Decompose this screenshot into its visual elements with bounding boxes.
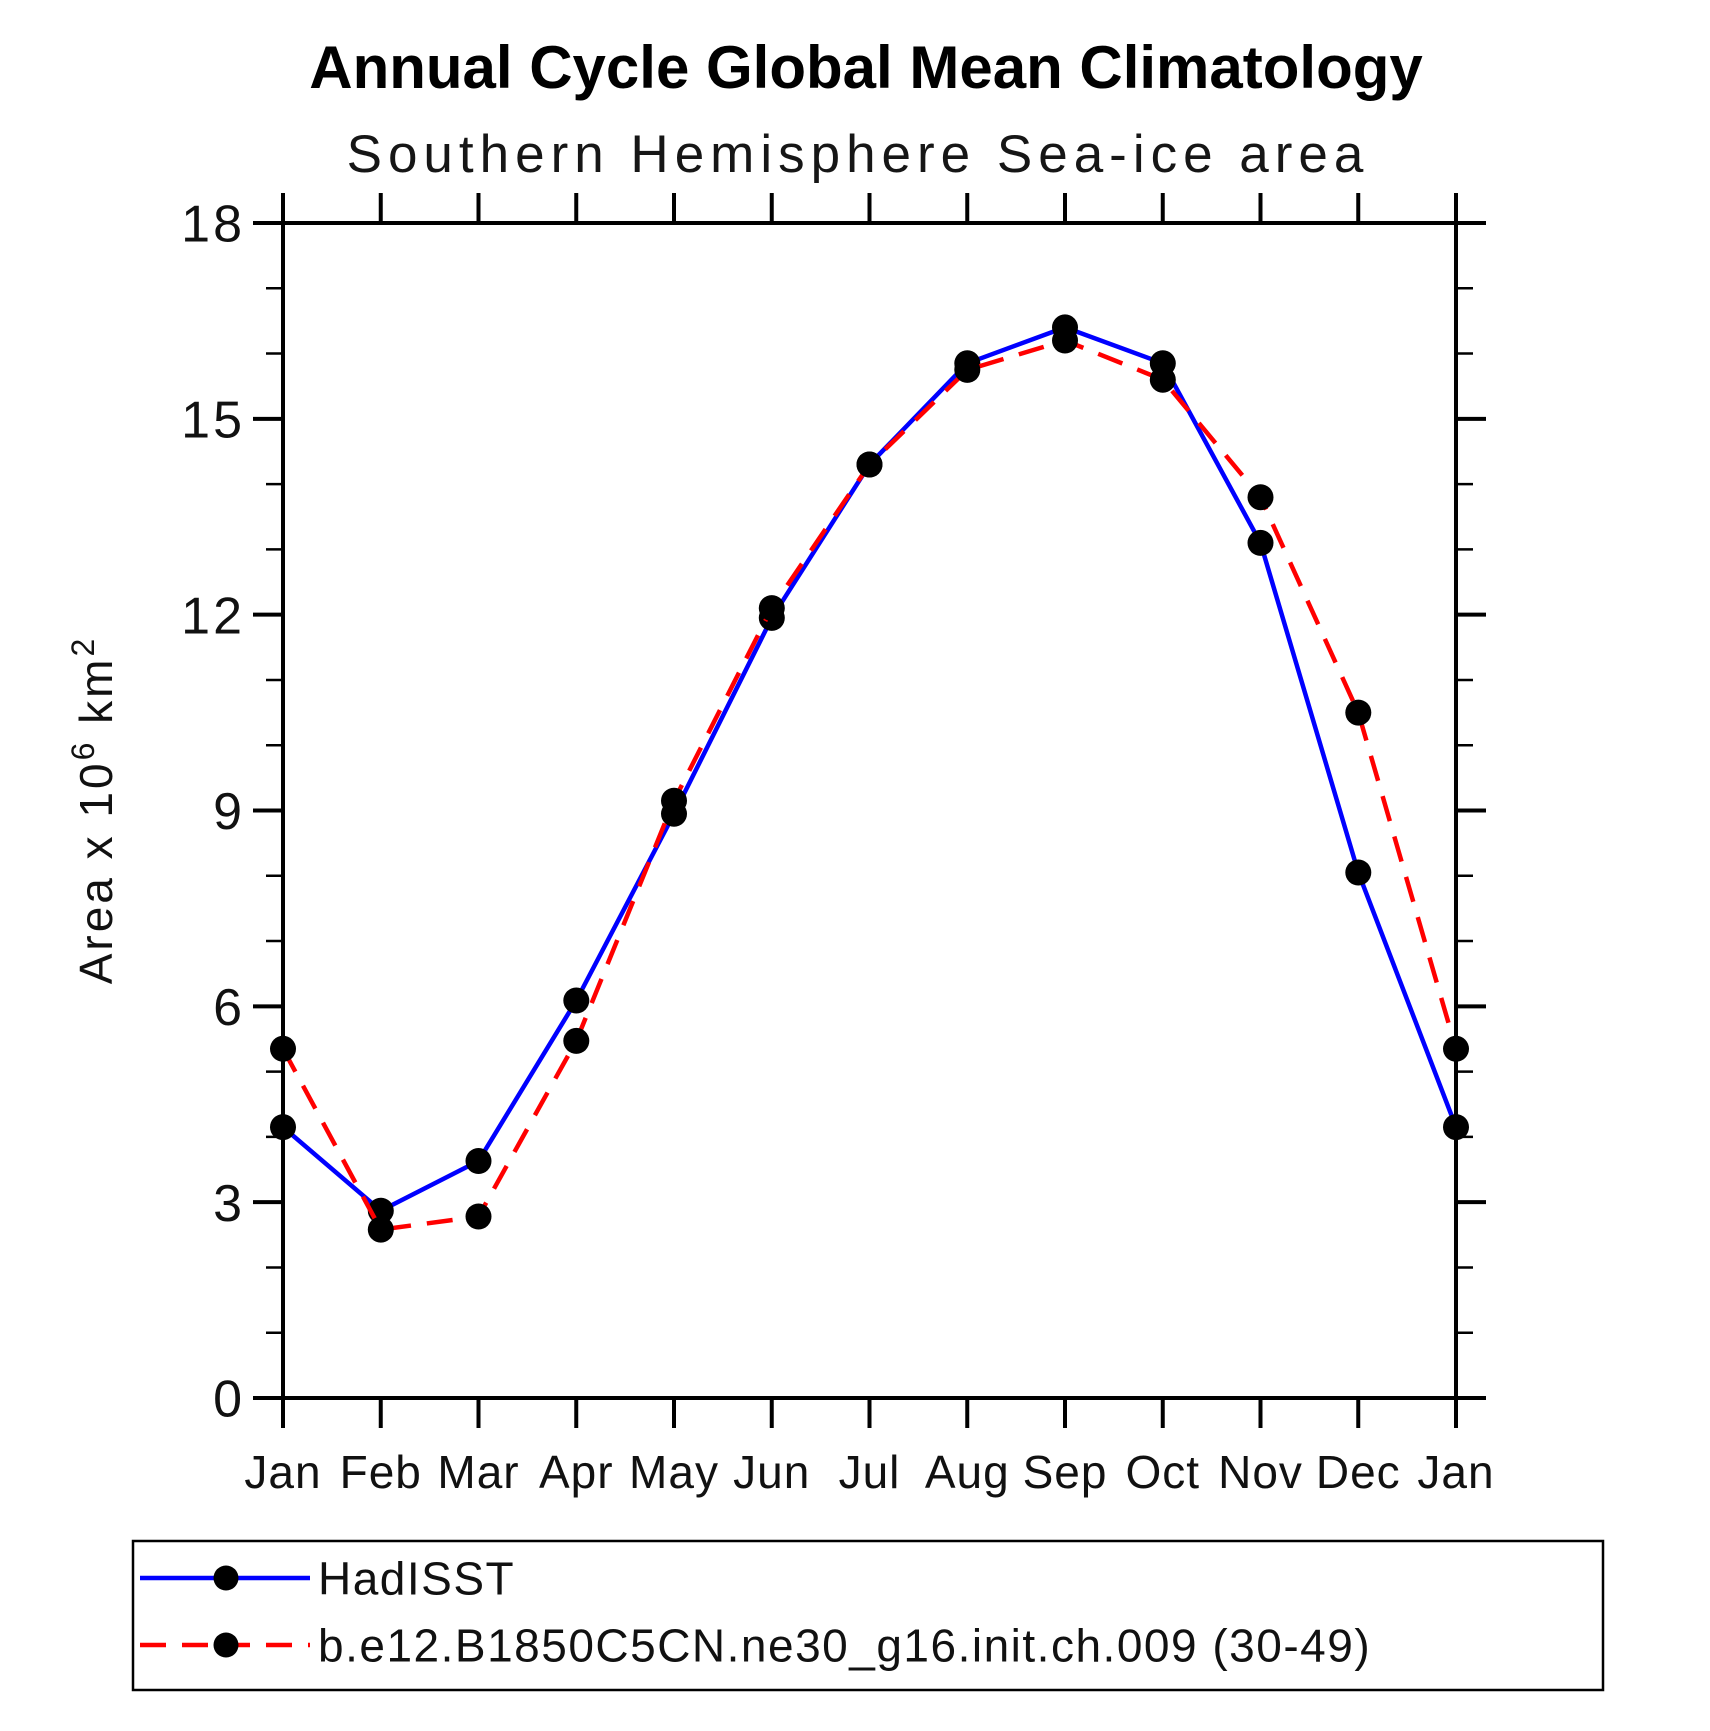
x-tick-label: Apr — [539, 1446, 614, 1498]
y-axis-title-superscript: 6 — [65, 740, 101, 761]
data-point-marker — [1345, 859, 1372, 886]
y-tick-label: 6 — [213, 979, 245, 1037]
legend: HadISST b.e12.B1850C5CN.ne30_g16.init.ch.… — [131, 1539, 1605, 1692]
x-tick-label: Jul — [839, 1446, 901, 1498]
data-point-marker — [1149, 366, 1176, 393]
data-point-marker — [661, 787, 687, 814]
x-tick-label: Feb — [340, 1446, 422, 1498]
x-tick-label: Jun — [733, 1446, 810, 1498]
x-tick-label: Oct — [1125, 1446, 1200, 1498]
legend-label: HadISST — [318, 1553, 515, 1605]
data-point-marker — [563, 1027, 590, 1054]
data-point-marker — [465, 1148, 492, 1174]
data-point-marker — [270, 1035, 296, 1062]
data-point-marker — [465, 1203, 492, 1230]
y-tick-label: 3 — [213, 1175, 245, 1233]
x-tick-label: Jan — [1417, 1446, 1494, 1498]
y-axis-title-part: Area x 10 — [70, 760, 122, 984]
series-hadisst — [270, 314, 1469, 1224]
data-point-marker — [1247, 529, 1274, 556]
x-tick-label: Aug — [925, 1446, 1010, 1498]
y-tick-label: 18 — [181, 196, 245, 254]
plot-area: 0 3 6 9 12 15 18 Jan Feb Mar Apr May Jun Jul Aug Sep Oct… — [181, 193, 1494, 1498]
y-tick-label: 0 — [213, 1371, 245, 1429]
legend-label: b.e12.B1850C5CN.ne30_g16.init.ch.009 (30… — [318, 1620, 1371, 1672]
legend-marker — [213, 1565, 239, 1591]
data-point-marker — [856, 451, 883, 478]
legend-box — [131, 1539, 1605, 1692]
chart-subtitle: Southern Hemisphere Sea-ice area — [347, 125, 1370, 184]
y-tick-label: 9 — [213, 783, 245, 841]
data-point-marker — [758, 595, 785, 622]
y-axis-title-superscript: 2 — [65, 636, 101, 657]
x-tick-label: Nov — [1218, 1446, 1303, 1498]
y-tick-label: 12 — [181, 587, 245, 645]
y-axis-title: Area x 106 km2 — [65, 636, 122, 985]
x-tick-label: Sep — [1023, 1446, 1108, 1498]
data-point-marker — [1443, 1035, 1469, 1062]
chart-title: Annual Cycle Global Mean Climatology — [309, 34, 1423, 101]
data-point-marker — [1052, 327, 1078, 354]
legend-marker — [213, 1632, 239, 1658]
x-tick-label: Mar — [437, 1446, 519, 1498]
data-point-marker — [270, 1114, 296, 1141]
x-tick-label: May — [629, 1446, 719, 1498]
data-point-marker — [1443, 1114, 1469, 1141]
data-point-marker — [954, 356, 981, 383]
data-point-marker — [367, 1216, 394, 1243]
data-point-marker — [1345, 699, 1372, 726]
y-tick-label: 15 — [181, 392, 245, 450]
series-model — [270, 327, 1469, 1243]
x-tick-label: Dec — [1316, 1446, 1401, 1498]
y-axis-title-part: km — [70, 656, 122, 739]
data-point-marker — [563, 987, 590, 1014]
plot-frame — [281, 221, 1458, 1400]
data-point-marker — [1247, 484, 1274, 511]
legend-entry: HadISST — [140, 1553, 515, 1605]
legend-entry: b.e12.B1850C5CN.ne30_g16.init.ch.009 (30… — [140, 1620, 1371, 1672]
x-tick-label: Jan — [244, 1446, 321, 1498]
